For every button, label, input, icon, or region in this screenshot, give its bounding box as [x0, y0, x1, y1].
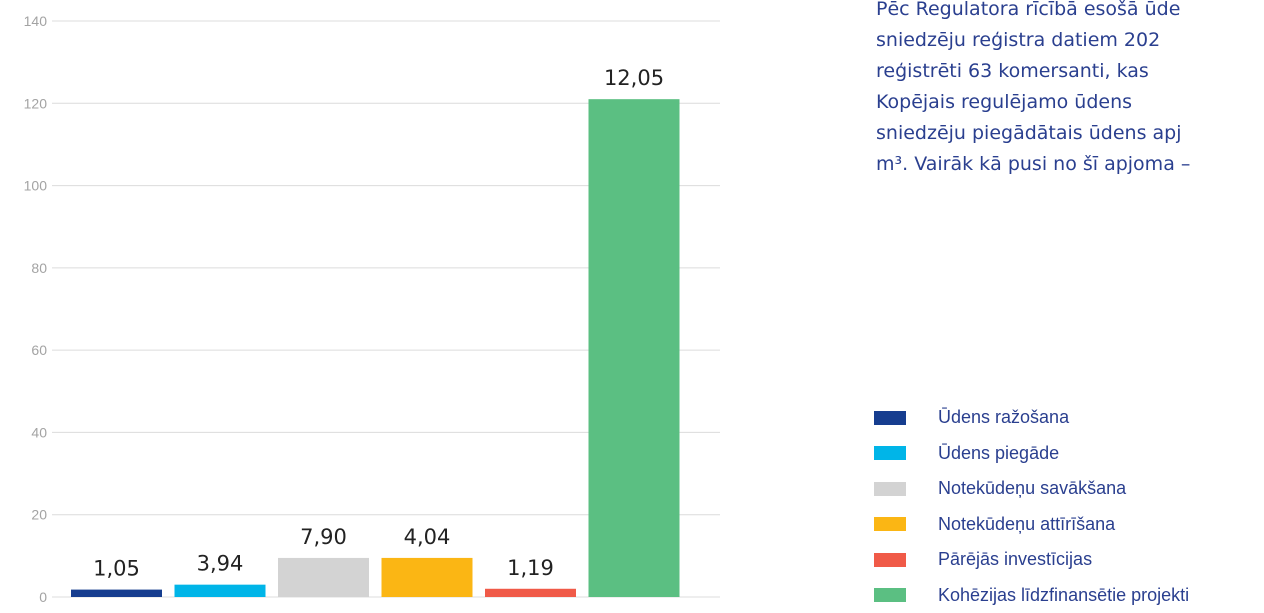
data-label: 7,90 — [300, 525, 347, 549]
legend-label: Ūdens piegāde — [938, 443, 1059, 464]
data-label: 12,05 — [604, 66, 664, 90]
data-label: 3,94 — [197, 552, 244, 576]
data-label: 1,05 — [93, 557, 140, 581]
legend-label: Notekūdeņu attīrīšana — [938, 514, 1115, 535]
paragraph-line-1: Pēc Regulatora rīcībā esošā ūde — [876, 0, 1264, 25]
legend-label: Pārējās investīcijas — [938, 549, 1092, 570]
legend-item-other-investments: Pārējās investīcijas — [874, 542, 1264, 578]
y-tick-label: 140 — [24, 13, 48, 29]
paragraph-line-4: Kopējais regulējamo ūdens — [876, 87, 1264, 118]
legend-swatch — [874, 411, 906, 425]
paragraph-line-5: sniedzēju piegādātais ūdens apj — [876, 118, 1264, 149]
bar — [71, 590, 162, 597]
legend-item-water-supply: Ūdens piegāde — [874, 436, 1264, 472]
legend-label: Ūdens ražošana — [938, 407, 1069, 428]
bar — [278, 558, 369, 597]
y-tick-label: 40 — [31, 424, 47, 440]
description-text: Pēc Regulatora rīcībā esošā ūde sniedzēj… — [876, 0, 1264, 180]
legend-swatch — [874, 482, 906, 496]
legend-item-water-production: Ūdens ražošana — [874, 400, 1264, 436]
legend-swatch — [874, 517, 906, 531]
bar — [485, 589, 576, 597]
y-tick-label: 100 — [24, 178, 48, 194]
legend-label: Notekūdeņu savākšana — [938, 478, 1126, 499]
legend-swatch — [874, 553, 906, 567]
paragraph-line-3: reģistrēti 63 komersanti, kas — [876, 56, 1264, 87]
paragraph-line-2: sniedzēju reģistra datiem 202 — [876, 25, 1264, 56]
y-tick-label: 0 — [39, 589, 47, 603]
legend-item-wastewater-treatment: Notekūdeņu attīrīšana — [874, 507, 1264, 543]
bar — [382, 558, 473, 597]
data-label: 1,19 — [507, 556, 554, 580]
bar — [589, 99, 680, 597]
paragraph-line-6: m³. Vairāk kā pusi no šī apjoma – — [876, 149, 1264, 180]
bar-chart: 0 20 40 60 80 100 120 140 1,05 3,94 7,90 4,04 1,19 12… — [0, 0, 860, 603]
y-tick-label: 80 — [31, 260, 47, 276]
bar — [175, 585, 266, 597]
legend-swatch — [874, 588, 906, 602]
legend-item-wastewater-collection: Notekūdeņu savākšana — [874, 471, 1264, 507]
legend-swatch — [874, 446, 906, 460]
chart-legend: Ūdens ražošana Ūdens piegāde Notekūdeņu … — [874, 400, 1264, 613]
y-tick-label: 120 — [24, 95, 48, 111]
data-label: 4,04 — [404, 525, 451, 549]
y-tick-label: 20 — [31, 507, 47, 523]
y-tick-label: 60 — [31, 342, 47, 358]
legend-item-cohesion-projects: Kohēzijas līdzfinansētie projekti — [874, 578, 1264, 613]
